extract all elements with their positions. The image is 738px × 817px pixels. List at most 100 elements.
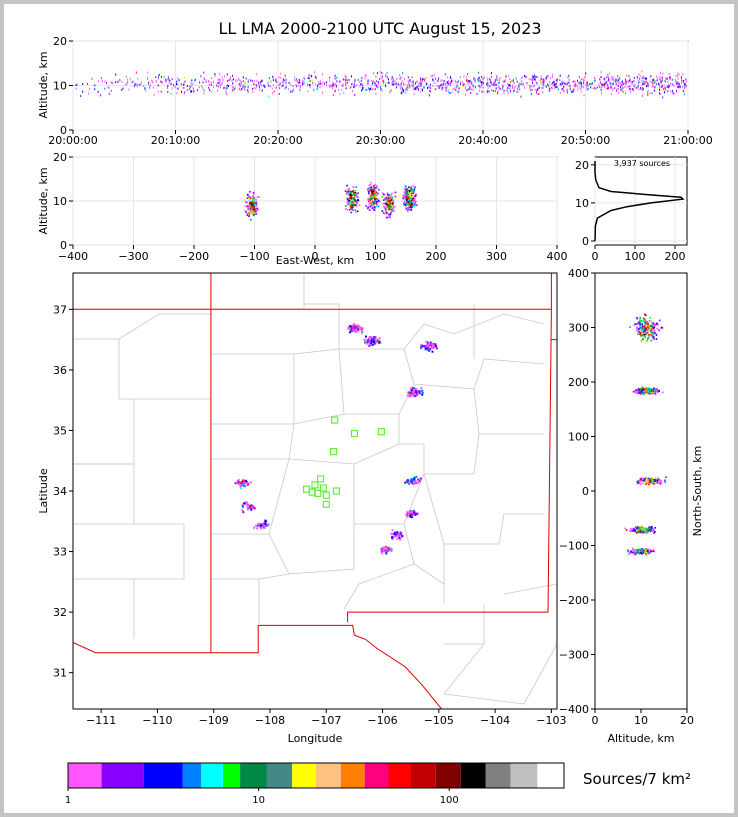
time-height-source	[494, 79, 496, 82]
plan-view-source	[431, 345, 434, 348]
histogram-altitude-tick-label: 20	[575, 159, 589, 172]
ns-source	[638, 481, 640, 484]
time-height-source	[487, 77, 489, 80]
plan-view-source	[431, 343, 434, 346]
time-height-source	[647, 90, 649, 92]
time-height-source	[409, 85, 411, 88]
ns-source	[635, 549, 638, 552]
time-height-source	[471, 83, 473, 86]
ns-source	[638, 389, 641, 391]
ns-source	[640, 335, 642, 337]
time-height-source	[469, 80, 470, 83]
ns-source	[664, 481, 666, 483]
time-height-source	[334, 77, 336, 80]
time-height-source	[247, 86, 249, 88]
time-height-source	[393, 82, 395, 85]
time-height-source	[256, 85, 258, 88]
ew-source	[251, 203, 253, 206]
ns-source	[641, 319, 643, 322]
ew-source	[408, 202, 411, 204]
latitude-tick-label: 36	[53, 364, 67, 377]
time-height-source	[329, 76, 331, 79]
ew-source	[411, 192, 413, 195]
time-height-source	[230, 77, 232, 80]
plan-view-source	[350, 325, 353, 328]
plan-view-source	[397, 535, 400, 538]
time-height-source	[616, 87, 618, 90]
time-height-source	[322, 91, 323, 94]
time-height-source	[228, 85, 229, 88]
time-height-source	[590, 86, 592, 89]
time-height-source	[280, 76, 282, 79]
ew-source	[250, 202, 252, 204]
time-height-source	[322, 73, 323, 76]
time-height-source	[251, 80, 253, 83]
time-height-source	[408, 81, 409, 84]
time-height-source	[683, 79, 685, 82]
time-height-source	[491, 89, 493, 91]
time-height-source	[408, 83, 410, 86]
ew-source	[249, 206, 252, 209]
time-height-source	[594, 82, 595, 85]
plan-view-source	[389, 549, 392, 552]
time-height-source	[349, 87, 351, 89]
time-height-source	[213, 80, 214, 83]
time-height-source	[221, 76, 223, 79]
time-height-source	[532, 75, 534, 78]
time-height-source	[661, 84, 663, 87]
ns-source	[632, 550, 634, 552]
ns-source	[647, 531, 650, 534]
time-height-source	[647, 85, 649, 87]
lma-station-marker	[377, 428, 385, 436]
ew-source	[246, 214, 249, 217]
time-height-source	[134, 83, 136, 86]
time-height-source	[396, 77, 398, 80]
time-height-source	[609, 72, 611, 75]
ns-source	[647, 336, 649, 338]
time-height-source	[504, 80, 506, 83]
ew-source	[385, 210, 387, 213]
plan-view-source	[237, 479, 240, 482]
time-height-source	[342, 83, 344, 86]
time-height-source	[152, 86, 154, 89]
ns-source	[629, 530, 631, 532]
time-height-source	[589, 83, 590, 86]
time-height-source	[675, 81, 677, 84]
time-height-source	[529, 78, 531, 81]
time-height-source	[441, 88, 443, 91]
time-height-source	[451, 91, 453, 94]
time-height-source	[169, 80, 171, 82]
time-height-source	[445, 83, 446, 86]
lma-station-marker	[331, 416, 339, 424]
time-height-source	[636, 76, 638, 79]
time-height-source	[311, 79, 313, 82]
time-height-source	[468, 80, 470, 83]
time-height-source	[518, 84, 520, 87]
ns-source	[649, 391, 651, 393]
time-height-source	[587, 87, 589, 90]
time-height-source	[430, 75, 432, 78]
time-height-source	[677, 72, 679, 75]
ns-source	[640, 480, 643, 482]
time-height-source	[403, 83, 404, 86]
time-height-source	[148, 81, 150, 84]
plan-view-source	[372, 336, 375, 339]
time-height-source	[307, 90, 309, 93]
time-height-source	[240, 88, 242, 91]
time-height-source	[247, 79, 249, 82]
time-height-source	[91, 77, 93, 80]
ew-source	[373, 201, 375, 203]
time-height-source	[667, 90, 669, 93]
time-height-source	[574, 83, 576, 86]
plan-view-source	[409, 513, 412, 516]
time-height-source	[412, 84, 414, 87]
time-height-source	[560, 83, 562, 86]
plan-view-source	[242, 479, 245, 482]
time-height-source	[641, 70, 643, 73]
ew-source	[373, 185, 375, 187]
plan-view-source	[408, 395, 411, 398]
time-height-source	[199, 81, 201, 84]
time-height-source	[683, 82, 685, 85]
time-height-source	[529, 89, 531, 92]
time-height-source	[454, 88, 456, 91]
